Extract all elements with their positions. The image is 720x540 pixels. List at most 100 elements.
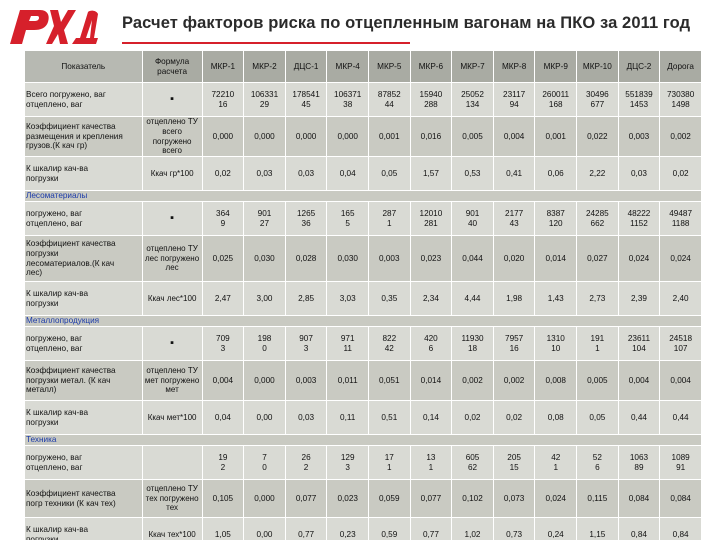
cell-value: 0,14 bbox=[422, 412, 439, 422]
value-cell: 0,000 bbox=[284, 116, 328, 157]
value-cell: 0,030 bbox=[326, 235, 369, 282]
value-cell: 0,014 bbox=[534, 235, 578, 282]
cell-value: 38 bbox=[343, 99, 353, 109]
cell-value: 5 bbox=[345, 218, 350, 228]
cell-value: 1310 bbox=[546, 333, 565, 343]
cell-value: 2 bbox=[303, 462, 309, 472]
row-label-line: К шкалир кач-ва bbox=[26, 524, 89, 534]
cell-value: 287 bbox=[382, 208, 397, 218]
value-cell: 0,000 bbox=[243, 360, 286, 401]
value-cell: 3,03 bbox=[326, 281, 369, 316]
cell-value: 822 bbox=[382, 333, 397, 343]
cell-value: 364 bbox=[216, 208, 230, 218]
value-cell: 0,024 bbox=[659, 235, 702, 282]
value-cell: 0,030 bbox=[243, 235, 286, 282]
value-cell: 4,44 bbox=[451, 281, 494, 316]
value-cell: 0,005 bbox=[576, 360, 619, 401]
cell-value: 0,028 bbox=[295, 253, 317, 263]
value-cell: 0,115 bbox=[576, 479, 619, 518]
cell-value: 7957 bbox=[505, 333, 524, 343]
cell-value: 24518 bbox=[669, 333, 693, 343]
cell-value: 0,03 bbox=[630, 168, 647, 178]
cell-value: 0,004 bbox=[212, 375, 234, 385]
cell-value: 901 bbox=[465, 208, 480, 218]
page-title: Расчет факторов риска по отцепленным ваг… bbox=[122, 14, 691, 32]
value-cell: 52 6 bbox=[576, 445, 619, 480]
cell-value: 3 bbox=[220, 343, 226, 353]
cell-value: 26 bbox=[301, 452, 311, 462]
value-cell: 2,34 bbox=[409, 281, 453, 316]
row-label-line: погружено, ваг bbox=[26, 452, 83, 462]
cell-value: 11 bbox=[343, 343, 352, 353]
cell-value: 0,024 bbox=[670, 253, 691, 263]
value-cell: 19 2 bbox=[201, 445, 245, 480]
cell-value: 11930 bbox=[461, 333, 484, 343]
value-cell: 605 62 bbox=[451, 445, 494, 480]
value-cell: 0,35 bbox=[368, 281, 411, 316]
header-column: МКР-2 bbox=[243, 50, 286, 83]
cell-value: 288 bbox=[424, 99, 438, 109]
formula-cell: Ккач гр*100 bbox=[141, 156, 203, 191]
cell-value: 0,059 bbox=[379, 493, 400, 503]
cell-value: 9 bbox=[220, 218, 226, 228]
value-cell: 0,004 bbox=[617, 360, 661, 401]
cell-value: 0,004 bbox=[628, 375, 650, 385]
value-cell: 2,73 bbox=[576, 281, 619, 316]
value-cell: 1,02 bbox=[451, 517, 494, 540]
value-cell: 2177 43 bbox=[492, 201, 536, 236]
cell-value: 6 bbox=[595, 462, 600, 472]
cell-value: 42 bbox=[384, 343, 394, 353]
value-cell: 0,000 bbox=[326, 116, 369, 157]
cell-value: 0,005 bbox=[587, 375, 608, 385]
row-label-line: погр техники (К кач тех) bbox=[26, 498, 116, 508]
cell-value: 62 bbox=[467, 462, 478, 472]
cell-value: 1063 bbox=[629, 452, 649, 462]
cell-value: 0,025 bbox=[212, 253, 234, 263]
cell-value: 106371 bbox=[334, 89, 362, 99]
table-row: погружено, ваг отцеплено, ваг ▪ 709 3 198 0 907… bbox=[24, 326, 702, 361]
cell-value: 0,073 bbox=[503, 493, 525, 503]
row-label: погружено, ваг отцеплено, ваг bbox=[24, 326, 143, 361]
value-cell: 0,84 bbox=[659, 517, 702, 540]
cell-value: 0 bbox=[262, 462, 267, 472]
cell-value: 45 bbox=[301, 99, 311, 109]
value-cell: 0,44 bbox=[659, 400, 702, 435]
cell-value: 48222 bbox=[627, 208, 651, 218]
cell-value: 7 bbox=[262, 452, 267, 462]
cell-value: 0,03 bbox=[298, 168, 315, 178]
table-row: Коэффициент качества погрузки метал. (К к… bbox=[24, 360, 702, 401]
cell-value: 0,084 bbox=[628, 493, 650, 503]
value-cell: 15940 288 bbox=[409, 82, 453, 117]
cell-value: 1,05 bbox=[214, 529, 231, 539]
header-column: Дорога bbox=[659, 50, 702, 83]
value-cell: 0,06 bbox=[534, 156, 578, 191]
cell-value: 0,04 bbox=[214, 412, 231, 422]
value-cell: 0,002 bbox=[659, 116, 702, 157]
value-cell: 23117 94 bbox=[492, 82, 536, 117]
value-cell: 0,00 bbox=[243, 400, 286, 435]
value-cell: 0,04 bbox=[201, 400, 245, 435]
cell-value: 0,051 bbox=[379, 375, 400, 385]
value-cell: 0,24 bbox=[534, 517, 578, 540]
section-row: Лесоматериалы bbox=[24, 190, 702, 202]
cell-value: 89 bbox=[634, 462, 644, 472]
value-cell: 0,44 bbox=[617, 400, 661, 435]
table-row: погружено, ваг отцеплено, ваг ▪ 364 9 901 27 12… bbox=[24, 201, 702, 236]
cell-value: 24285 bbox=[585, 208, 609, 218]
row-label: К шкалир кач-ва погрузки bbox=[24, 281, 143, 316]
formula-cell: ▪ bbox=[141, 201, 203, 236]
cell-value: 198 bbox=[257, 333, 272, 343]
value-cell: 26 2 bbox=[284, 445, 328, 480]
cell-value: 0,002 bbox=[462, 375, 483, 385]
formula-cell: Ккач тех*100 bbox=[141, 517, 203, 540]
cell-value: 191 bbox=[590, 333, 605, 343]
cell-value: 106331 bbox=[250, 89, 279, 99]
cell-value: 1,43 bbox=[547, 293, 564, 303]
cell-value: 0,030 bbox=[337, 253, 358, 263]
value-cell: 364 9 bbox=[201, 201, 245, 236]
value-cell: 0,11 bbox=[326, 400, 369, 435]
cell-value: 0,05 bbox=[381, 168, 398, 178]
value-cell: 0,02 bbox=[201, 156, 245, 191]
cell-value: 0,05 bbox=[589, 412, 606, 422]
row-label-line: лесоматериалов.(К кач bbox=[26, 258, 115, 268]
